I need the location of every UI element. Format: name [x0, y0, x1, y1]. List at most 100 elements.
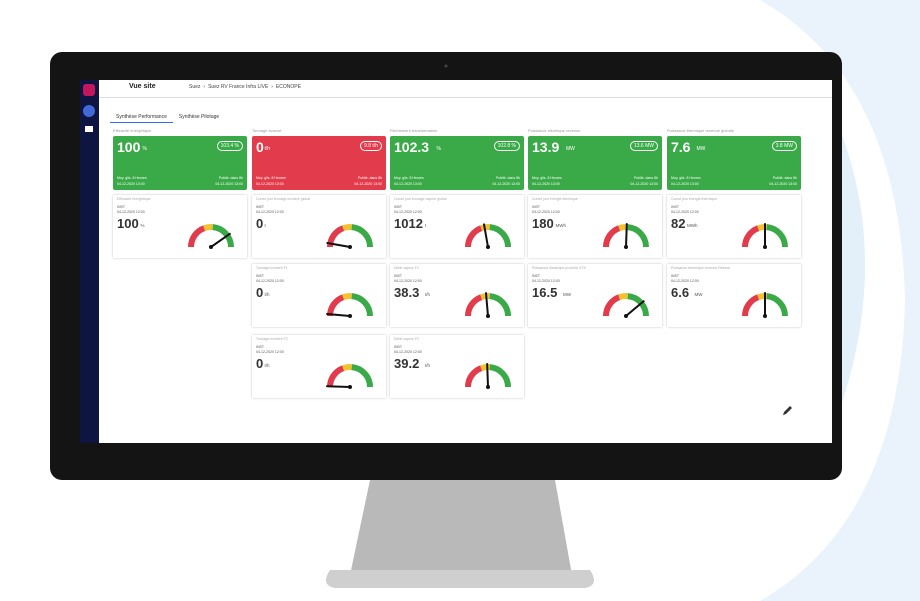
kpi-badge: 3.8 MW	[771, 141, 797, 151]
gauge-yellow	[342, 293, 353, 301]
gauge-kind: INST	[394, 274, 402, 278]
gauge-unit: t	[425, 223, 427, 228]
gauge-hub	[624, 245, 628, 249]
gauge-label: Débit vapeur F1	[394, 266, 419, 270]
gauge-label: Tonnage incinéré F2	[256, 337, 288, 341]
crumb-sep: ›	[271, 84, 273, 90]
gauge-label: Cumul jour énergie électrique	[532, 197, 578, 201]
kpi-badge: 103.4 %	[216, 141, 243, 151]
gauge-kind: INST	[532, 205, 540, 209]
kpi-value: 0	[256, 139, 264, 155]
gauge-value: 38.3	[394, 285, 420, 300]
gauge-red	[465, 225, 483, 248]
gauge-date: 04-12-2020 12:00	[671, 279, 699, 283]
gauge-value: 0	[256, 216, 264, 231]
crumb[interactable]: Suez RV France Infra LIVE	[208, 84, 269, 90]
tabs: Synthèse Performance Synthèse Pilotage	[110, 105, 225, 123]
gauge-label: Cumul jour tonnage vapeur global	[394, 197, 447, 201]
kpi-right-date: 04-12-2020 13:00	[354, 182, 382, 186]
gauge	[465, 363, 511, 389]
kpi-right-date: 04-12-2020 13:00	[215, 182, 243, 186]
gauge-yellow	[618, 224, 629, 232]
gauge-card: Cumul jour tonnage incinéré global INST 04…	[252, 195, 386, 258]
gauge-value: 0	[256, 285, 264, 300]
gauge-red	[603, 294, 621, 317]
gauge-red	[188, 225, 206, 248]
gauge-value: 180	[532, 216, 554, 231]
gauge-needle	[484, 292, 489, 317]
kpi-left: Moy. glis. 8 Heures	[532, 176, 562, 180]
gauge-hub	[348, 385, 352, 389]
tab[interactable]: Synthèse Performance	[110, 112, 173, 123]
gauge-card: Cumul jour énergie électrique INST 04-12-2…	[528, 195, 662, 258]
gauge-value: 100	[117, 216, 139, 231]
kpi-card: 100% 103.4 % Moy. glis. 8 Heures 04-12-2020…	[113, 136, 247, 190]
gauge-label: Efficacité énergétique	[117, 197, 151, 201]
gauge	[603, 223, 649, 249]
gauge-needle	[326, 242, 351, 248]
gauge-hub	[348, 245, 352, 249]
gauge-date: 04-12-2020 12:00	[117, 210, 145, 214]
gauge-label: Puissance thermique revenue Réseau	[671, 266, 731, 270]
gauge-label: Puissance électrique produite GTA	[532, 266, 586, 270]
edit-icon[interactable]	[780, 404, 794, 418]
gauge-hub	[486, 314, 490, 318]
gauge	[742, 223, 788, 249]
gauge-value: 82	[671, 216, 686, 231]
gauge-red	[742, 225, 760, 248]
nav-screen[interactable]	[85, 126, 93, 132]
kpi-label: Puissance électrique revenue	[528, 128, 581, 133]
gauge-yellow	[203, 224, 214, 232]
gauge-red	[742, 294, 760, 317]
gauge-green	[766, 224, 788, 248]
gauge-green	[627, 224, 649, 248]
gauge-red	[327, 225, 345, 248]
app-logo[interactable]	[83, 84, 95, 96]
gauge-yellow	[342, 364, 353, 372]
gauge-kind: INST	[394, 345, 402, 349]
gauge-unit: MW	[694, 292, 703, 297]
kpi-unit: t/h	[264, 146, 271, 152]
gauge-green	[351, 224, 373, 248]
page-title: Vue site	[129, 83, 156, 90]
pencil	[783, 406, 792, 415]
gauge-date: 04-12-2020 12:00	[532, 210, 560, 214]
crumb[interactable]: ECONOPE	[275, 84, 301, 90]
nav-globe[interactable]	[83, 105, 95, 117]
gauge	[326, 364, 373, 389]
tab[interactable]: Synthèse Pilotage	[178, 114, 220, 120]
kpi-label: Puissance thermique revenue globale	[667, 128, 734, 133]
monitor-base	[326, 570, 594, 588]
gauge-yellow	[480, 364, 491, 372]
kpi-left: Moy. glis. 8 Heures	[394, 176, 424, 180]
kpi-badge: 102.8 %	[493, 141, 520, 151]
gauge-unit: t/h	[425, 363, 431, 368]
kpi-value: 100	[117, 139, 141, 155]
gauge-label: Tonnage incinéré F1	[256, 266, 288, 270]
kpi-right-date: 04-12-2020 13:00	[492, 182, 520, 186]
gauge-date: 04-12-2020 12:00	[256, 210, 284, 214]
gauge-unit: t	[264, 223, 266, 228]
gauge-needle	[326, 312, 351, 317]
gauge-kind: INST	[256, 274, 264, 278]
gauge-date: 04-12-2020 12:00	[256, 279, 284, 283]
gauge-yellow	[757, 224, 768, 232]
kpi-right: Publié. dans 8h	[218, 176, 243, 180]
gauge	[188, 224, 234, 249]
gauge-kind: INST	[671, 205, 679, 209]
gauge	[465, 292, 511, 318]
gauge	[742, 292, 788, 318]
gauge-card: Cumul jour énergie thermique INST 04-12-20…	[667, 195, 801, 258]
gauge-kind: INST	[117, 205, 125, 209]
gauge	[465, 223, 511, 249]
gauge-yellow	[618, 293, 629, 301]
kpi-right: Publié. dans 8h	[633, 176, 658, 180]
gauge-green	[489, 293, 511, 317]
crumb[interactable]: Suez	[189, 84, 201, 90]
kpi-unit: %	[142, 146, 147, 152]
kpi-left: Moy. glis. 8 Heures	[671, 176, 701, 180]
kpi-left-date: 04-12-2020 13:00	[117, 182, 145, 186]
kpi-label: Tonnage évacué	[252, 128, 282, 133]
